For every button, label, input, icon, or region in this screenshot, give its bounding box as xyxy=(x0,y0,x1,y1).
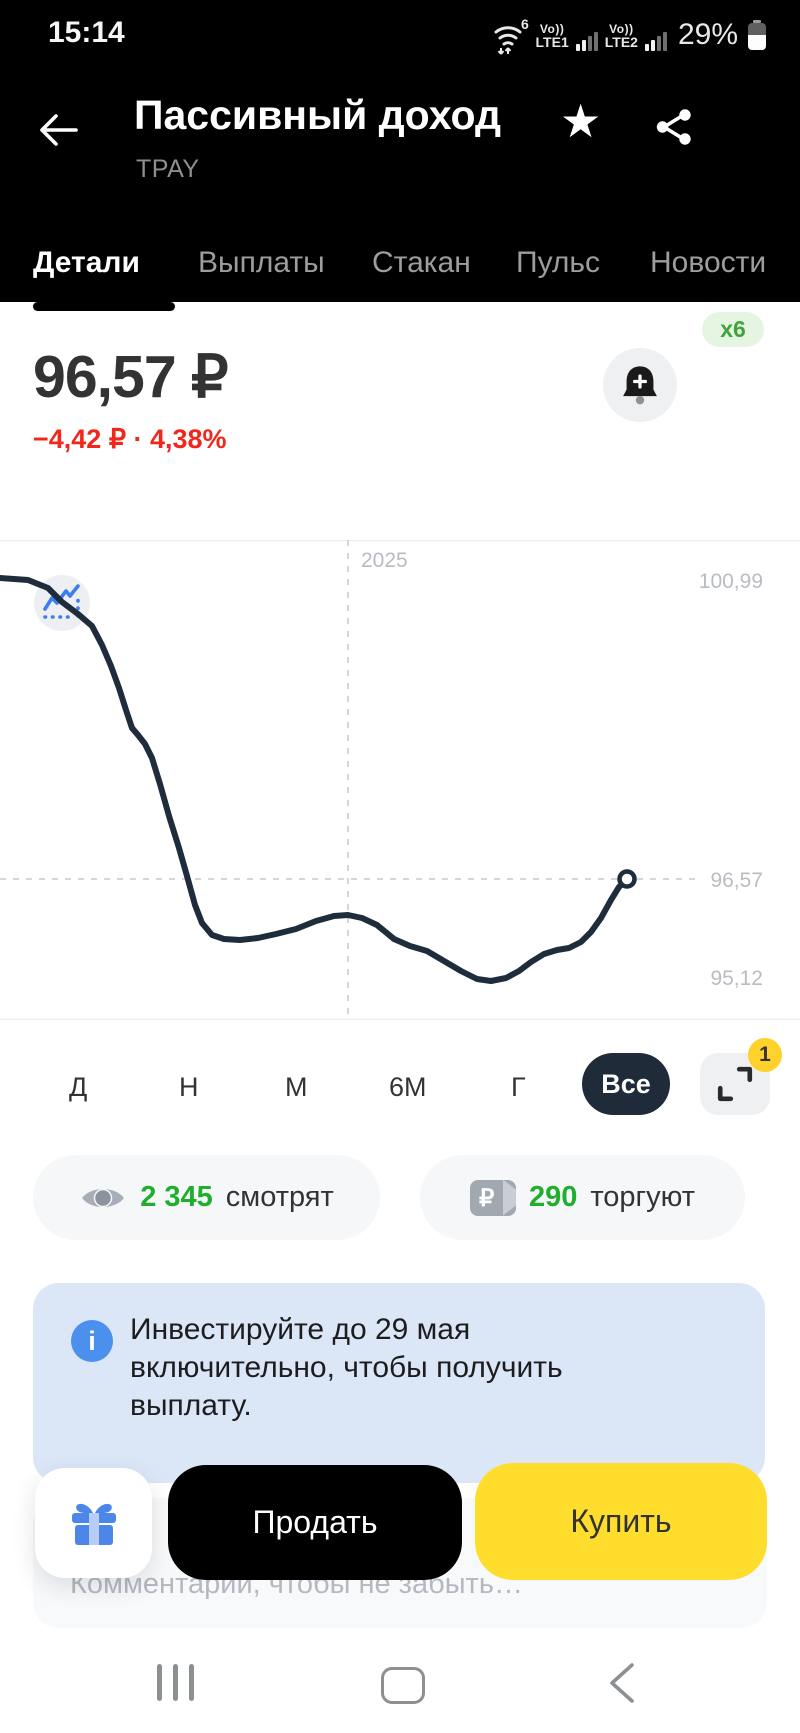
battery-percent: 29% xyxy=(677,18,738,51)
info-icon: i xyxy=(71,1320,113,1362)
buy-button[interactable]: Купить xyxy=(475,1463,767,1580)
gift-button[interactable] xyxy=(35,1468,152,1578)
active-tab-indicator xyxy=(33,302,175,311)
period-year[interactable]: Г xyxy=(511,1072,526,1102)
tab-bar: Детали Выплаты Стакан Пульс Новости xyxy=(0,246,800,302)
watchers-count: 2 345 xyxy=(140,1181,213,1213)
battery-icon xyxy=(748,20,766,50)
info-banner: i Инвестируйте до 29 мая включительно, ч… xyxy=(33,1283,765,1483)
watchers-chip[interactable]: 2 345 смотрят xyxy=(33,1155,380,1240)
traders-chip[interactable]: ₽ 290 торгуют xyxy=(420,1155,745,1240)
nav-home-button[interactable] xyxy=(381,1667,425,1704)
period-month[interactable]: М xyxy=(285,1072,308,1102)
price-chart[interactable]: 2025 100,99 96,57 95,12 xyxy=(0,540,800,1020)
tab-details[interactable]: Детали xyxy=(33,246,140,279)
tab-news[interactable]: Новости xyxy=(650,246,767,279)
share-icon xyxy=(656,109,691,145)
price-change: −4,42 ₽ · 4,38% xyxy=(33,424,227,454)
y-label-current: 96,57 xyxy=(710,869,763,892)
signal-bars-1 xyxy=(575,31,598,51)
x-axis-label-2025: 2025 xyxy=(361,549,408,572)
eye-icon xyxy=(82,1188,125,1207)
header: 15:14 6 Vo)) LTE1 Vo)) LTE2 xyxy=(0,0,800,302)
period-day[interactable]: Д xyxy=(69,1072,88,1102)
period-6m[interactable]: 6М xyxy=(389,1072,427,1102)
indicator-count-badge: 1 xyxy=(748,1038,782,1072)
nav-back-chevron-icon xyxy=(610,1663,634,1703)
nav-recents-button[interactable] xyxy=(157,1664,194,1701)
ticker-label: TPAY xyxy=(136,155,200,183)
current-price: 96,57 ₽ xyxy=(33,344,229,410)
back-button[interactable] xyxy=(36,110,80,150)
watchers-label: смотрят xyxy=(225,1181,334,1213)
period-week[interactable]: Н xyxy=(179,1072,199,1102)
signal-bars-2 xyxy=(644,31,667,51)
back-arrow-icon xyxy=(40,114,78,146)
traders-count: 290 xyxy=(528,1181,578,1213)
bell-plus-icon xyxy=(623,366,657,405)
price-alert-button[interactable] xyxy=(603,348,677,422)
y-label-high: 100,99 xyxy=(699,570,763,593)
tab-payouts[interactable]: Выплаты xyxy=(198,246,325,279)
page-title: Пассивный доход xyxy=(134,92,502,138)
nav-back-button[interactable] xyxy=(608,1663,636,1703)
tab-pulse[interactable]: Пульс xyxy=(516,246,601,279)
ruble-tag-icon: ₽ xyxy=(469,1179,516,1216)
wifi-icon: 6 xyxy=(494,16,529,55)
svg-text:6: 6 xyxy=(521,16,529,32)
tab-orderbook[interactable]: Стакан xyxy=(372,246,471,279)
status-time: 15:14 xyxy=(48,16,125,49)
status-icons: 6 Vo)) LTE1 Vo)) LTE2 29% xyxy=(489,12,766,58)
period-all-selected[interactable]: Все xyxy=(582,1053,670,1115)
current-point-marker xyxy=(617,869,637,889)
network-lte2: Vo)) LTE2 xyxy=(604,22,638,50)
sell-button[interactable]: Продать xyxy=(168,1465,462,1580)
traders-label: торгуют xyxy=(590,1181,696,1213)
network-lte1: Vo)) LTE1 xyxy=(535,22,569,50)
banner-text: Инвестируйте до 29 мая включительно, что… xyxy=(130,1313,563,1422)
share-button[interactable] xyxy=(652,106,694,148)
leverage-badge[interactable]: x6 xyxy=(702,312,764,347)
price-line xyxy=(0,575,630,984)
favorite-star-icon[interactable]: ★ xyxy=(560,95,602,147)
y-label-low: 95,12 xyxy=(710,967,763,990)
trend-icon xyxy=(43,584,80,619)
gift-icon xyxy=(71,1503,116,1545)
expand-icon xyxy=(717,1066,753,1102)
